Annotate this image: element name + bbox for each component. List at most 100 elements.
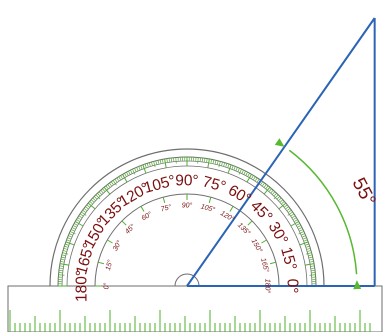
degree-tick: [231, 165, 234, 169]
degree-tick: [302, 235, 306, 238]
degree-tick: [151, 161, 153, 166]
degree-tick: [284, 204, 288, 208]
arc-arrowhead-start: [353, 280, 362, 290]
inner-scale-tick: [121, 220, 127, 226]
inner-degree-label: 15°: [104, 259, 115, 271]
degree-tick: [102, 188, 105, 192]
degree-tick: [140, 165, 143, 169]
degree-tick: [269, 188, 272, 192]
degree-tick: [306, 247, 311, 250]
degree-tick: [58, 274, 65, 276]
degree-tick: [238, 168, 242, 175]
degree-tick: [253, 176, 256, 180]
degree-tick: [306, 245, 310, 248]
degree-tick: [142, 164, 147, 174]
degree-tick: [290, 213, 295, 217]
degree-tick: [89, 201, 93, 204]
outer-degree-label: 75°: [201, 173, 228, 195]
degree-tick: [126, 171, 129, 176]
degree-tick: [61, 256, 65, 259]
center-arc: [174, 273, 200, 287]
degree-tick: [207, 158, 210, 168]
degree-tick: [136, 167, 139, 171]
degree-tick: [98, 191, 102, 195]
degree-tick: [212, 159, 215, 164]
degree-tick: [164, 158, 167, 168]
degree-tick: [272, 191, 276, 195]
degree-tick: [62, 250, 67, 252]
degree-tick: [227, 163, 230, 168]
inner-scale-tick: [162, 197, 166, 204]
ruler-ticks: [9, 310, 371, 332]
degree-tick: [70, 229, 75, 232]
degree-tick: [303, 237, 307, 240]
degree-tick: [308, 254, 313, 256]
degree-tick: [86, 204, 90, 208]
degree-tick: [301, 233, 305, 236]
degree-tick: [59, 263, 69, 266]
degree-tick: [287, 208, 291, 211]
degree-tick: [122, 174, 128, 183]
inner-scale-tick: [269, 261, 276, 265]
degree-tick: [247, 173, 250, 177]
degree-tick: [251, 175, 254, 179]
degree-tick: [116, 177, 119, 181]
degree-tick: [68, 235, 72, 238]
degree-tick: [225, 163, 228, 167]
degree-tick: [81, 211, 87, 216]
degree-tick: [260, 181, 264, 185]
degree-tick: [299, 229, 304, 232]
inner-scale-tick: [229, 206, 234, 212]
protractor-face: [50, 149, 324, 286]
degree-tick: [246, 174, 252, 183]
outer-degree-label: 0°: [284, 279, 301, 294]
degree-tick: [310, 261, 314, 263]
degree-tick: [243, 170, 246, 175]
outer-degree-label: 15°: [277, 245, 299, 272]
degree-tick: [290, 221, 299, 227]
degree-tick: [223, 162, 226, 167]
degree-tick: [90, 199, 94, 203]
degree-tick: [214, 160, 217, 164]
degree-tick: [124, 173, 127, 177]
degree-tick: [298, 231, 305, 235]
inner-degree-label: 75°: [160, 203, 172, 214]
degree-tick: [298, 227, 303, 230]
degree-tick: [304, 239, 308, 242]
outer-edge-arc: [49, 148, 325, 287]
degree-tick: [64, 243, 69, 246]
degree-tick: [273, 192, 277, 196]
degree-tick: [280, 199, 284, 203]
inner-scale-tick: [208, 197, 212, 204]
inner-degree-label: 165°: [259, 257, 271, 273]
degree-tick: [118, 176, 121, 180]
degree-tick: [221, 161, 223, 166]
degree-tick: [273, 194, 279, 200]
degree-tick: [157, 160, 160, 164]
inner-scale-tick: [261, 239, 267, 244]
degree-tick: [92, 197, 96, 201]
degree-tick: [95, 194, 101, 200]
degree-tick: [72, 225, 77, 228]
degree-tick: [85, 206, 89, 210]
degree-tick: [255, 177, 258, 181]
degree-tick: [256, 178, 260, 183]
degree-tick: [245, 171, 248, 176]
degree-tick: [71, 227, 76, 230]
inner-degree-label: 90°: [182, 202, 193, 210]
degree-tick: [197, 157, 199, 164]
degree-tick: [59, 265, 64, 267]
degree-tick: [69, 233, 73, 236]
degree-tick: [138, 166, 141, 170]
angle-arc: [288, 149, 358, 275]
degree-tick: [305, 252, 312, 255]
degree-tick: [299, 241, 309, 246]
degree-tick: [105, 185, 109, 189]
degree-tick: [305, 263, 315, 266]
degree-tick: [78, 215, 82, 218]
degree-tick: [107, 184, 111, 188]
degree-tick: [309, 274, 316, 276]
degree-tick: [120, 175, 123, 179]
degree-tick: [162, 159, 164, 163]
